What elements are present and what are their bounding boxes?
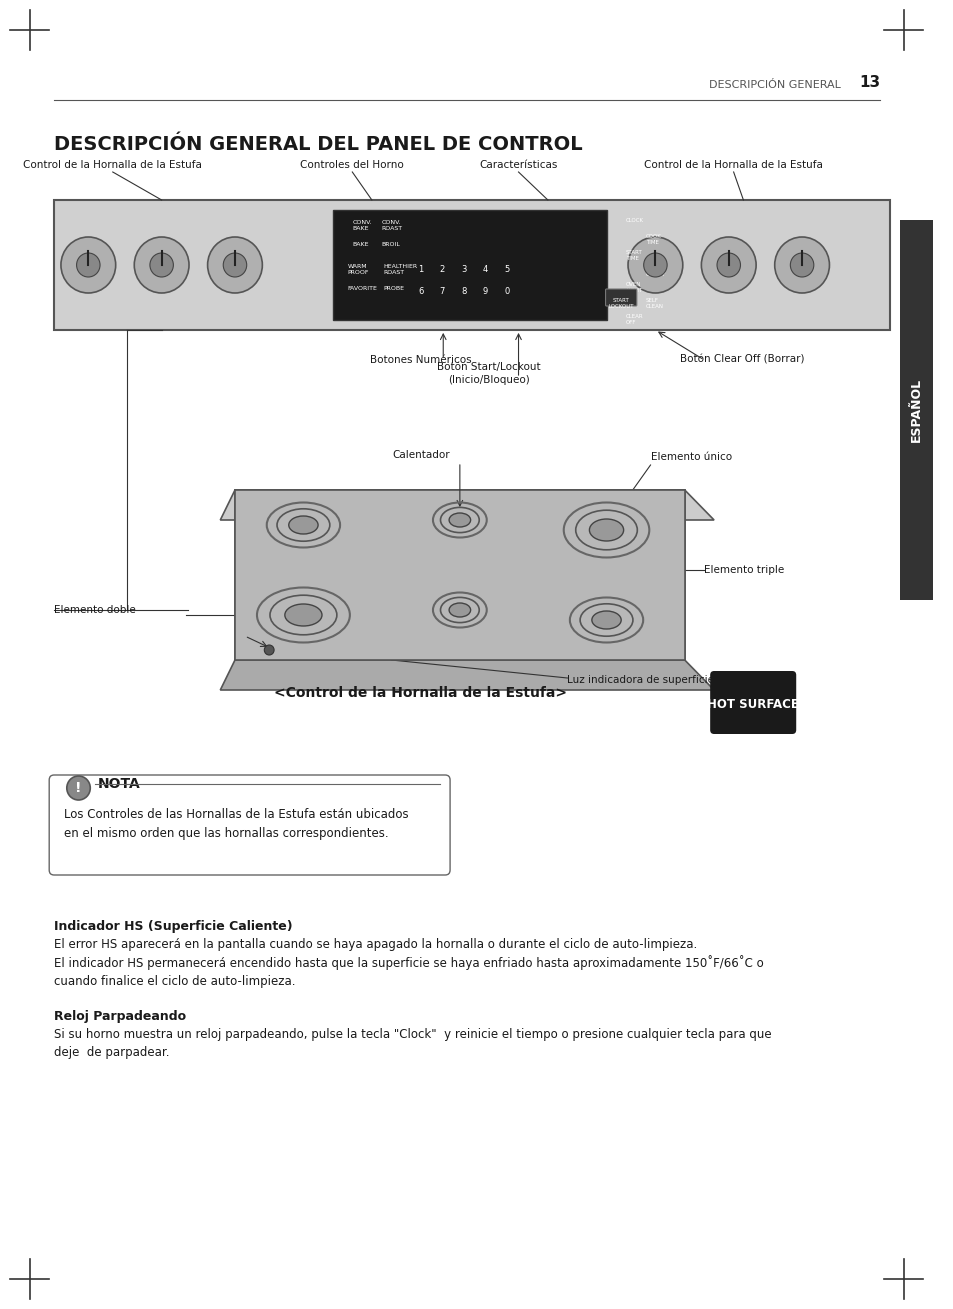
Text: START
TIME: START TIME xyxy=(625,250,642,260)
Circle shape xyxy=(774,237,828,293)
Polygon shape xyxy=(234,490,684,660)
Text: 4: 4 xyxy=(482,266,487,275)
Circle shape xyxy=(700,237,756,293)
Circle shape xyxy=(627,237,682,293)
Circle shape xyxy=(61,237,115,293)
Text: Control de la Hornalla de la Estufa: Control de la Hornalla de la Estufa xyxy=(643,160,822,170)
Ellipse shape xyxy=(449,603,470,617)
Circle shape xyxy=(208,237,262,293)
Text: BROIL: BROIL xyxy=(381,242,400,247)
Text: OVEN
LIGHT: OVEN LIGHT xyxy=(625,281,641,293)
Text: Botón Start/Lockout
(Inicio/Bloqueo): Botón Start/Lockout (Inicio/Bloqueo) xyxy=(436,361,540,385)
Text: Elemento triple: Elemento triple xyxy=(703,565,783,575)
Circle shape xyxy=(223,253,247,278)
Text: Botón Clear Off (Borrar): Botón Clear Off (Borrar) xyxy=(679,355,803,365)
Text: COOK
TIME: COOK TIME xyxy=(645,234,660,245)
Text: WARM
PROOF: WARM PROOF xyxy=(347,264,369,275)
Ellipse shape xyxy=(285,603,322,626)
Text: Indicador HS (Superficie Caliente): Indicador HS (Superficie Caliente) xyxy=(54,920,293,933)
Text: Elemento único: Elemento único xyxy=(650,452,731,462)
FancyBboxPatch shape xyxy=(54,200,889,330)
Text: 9: 9 xyxy=(482,288,487,297)
Text: CONV.
BAKE: CONV. BAKE xyxy=(352,220,372,230)
Text: 1: 1 xyxy=(417,266,423,275)
Circle shape xyxy=(643,253,666,278)
Text: TIMER
ON/OFF: TIMER ON/OFF xyxy=(645,266,666,276)
FancyBboxPatch shape xyxy=(605,289,637,306)
Text: !: ! xyxy=(75,781,82,795)
Text: 2: 2 xyxy=(439,266,444,275)
Polygon shape xyxy=(220,660,714,690)
Ellipse shape xyxy=(589,518,623,541)
FancyBboxPatch shape xyxy=(709,672,796,734)
Polygon shape xyxy=(234,490,684,660)
Text: Los Controles de las Hornallas de la Estufa están ubicados
en el mismo orden que: Los Controles de las Hornallas de la Est… xyxy=(64,808,408,840)
Text: Si su horno muestra un reloj parpadeando, pulse la tecla "Clock"  y reinicie el : Si su horno muestra un reloj parpadeando… xyxy=(54,1028,771,1059)
Text: FAVORITE: FAVORITE xyxy=(347,285,376,291)
Text: CONV.
ROAST: CONV. ROAST xyxy=(381,220,402,230)
Circle shape xyxy=(264,645,274,654)
Text: SELF
CLEAN: SELF CLEAN xyxy=(645,298,663,309)
Text: 6: 6 xyxy=(417,288,423,297)
Text: BAKE: BAKE xyxy=(352,242,369,247)
Text: DESCRIPCIÓN GENERAL: DESCRIPCIÓN GENERAL xyxy=(709,80,841,90)
Text: Botones Numéricos: Botones Numéricos xyxy=(370,355,471,365)
Circle shape xyxy=(717,253,740,278)
Text: DESCRIPCIÓN GENERAL DEL PANEL DE CONTROL: DESCRIPCIÓN GENERAL DEL PANEL DE CONTROL xyxy=(54,135,582,154)
Text: Luz indicadora de superficie caliente: Luz indicadora de superficie caliente xyxy=(567,675,759,685)
Circle shape xyxy=(76,253,100,278)
Circle shape xyxy=(150,253,173,278)
Circle shape xyxy=(134,237,189,293)
Ellipse shape xyxy=(449,513,470,528)
Text: 13: 13 xyxy=(859,75,880,90)
FancyBboxPatch shape xyxy=(50,775,450,874)
Ellipse shape xyxy=(591,611,620,630)
Text: HEALTHIER
ROAST: HEALTHIER ROAST xyxy=(383,264,417,275)
Circle shape xyxy=(67,776,91,800)
Ellipse shape xyxy=(289,516,317,534)
Text: CLEAR
OFF: CLEAR OFF xyxy=(625,314,643,325)
Text: Características: Características xyxy=(478,160,558,170)
Text: El indicador HS permanecerá encendido hasta que la superficie se haya enfriado h: El indicador HS permanecerá encendido ha… xyxy=(54,956,763,988)
FancyBboxPatch shape xyxy=(899,220,932,600)
Text: Calentador: Calentador xyxy=(392,450,449,459)
Text: PROBE: PROBE xyxy=(383,285,404,291)
Text: 3: 3 xyxy=(460,266,466,275)
Text: 8: 8 xyxy=(460,288,466,297)
Text: 7: 7 xyxy=(439,288,444,297)
Text: <Control de la Hornalla de la Estufa>: <Control de la Hornalla de la Estufa> xyxy=(274,686,567,700)
Text: Reloj Parpadeando: Reloj Parpadeando xyxy=(54,1011,186,1024)
Text: HOT SURFACE: HOT SURFACE xyxy=(706,699,799,712)
Text: START
LOCKOUT: START LOCKOUT xyxy=(608,298,634,309)
Text: 0: 0 xyxy=(503,288,509,297)
Text: ESPAÑOL: ESPAÑOL xyxy=(909,378,922,442)
Text: Control de la Hornalla de la Estufa: Control de la Hornalla de la Estufa xyxy=(23,160,202,170)
Text: Elemento doble: Elemento doble xyxy=(54,605,135,615)
FancyBboxPatch shape xyxy=(333,209,606,319)
Text: El error HS aparecerá en la pantalla cuando se haya apagado la hornalla o durant: El error HS aparecerá en la pantalla cua… xyxy=(54,939,697,952)
Text: Controles del Horno: Controles del Horno xyxy=(300,160,404,170)
Text: 5: 5 xyxy=(503,266,509,275)
Text: NOTA: NOTA xyxy=(98,778,141,791)
Text: CLOCK: CLOCK xyxy=(625,219,643,223)
Polygon shape xyxy=(220,490,714,520)
Circle shape xyxy=(789,253,813,278)
